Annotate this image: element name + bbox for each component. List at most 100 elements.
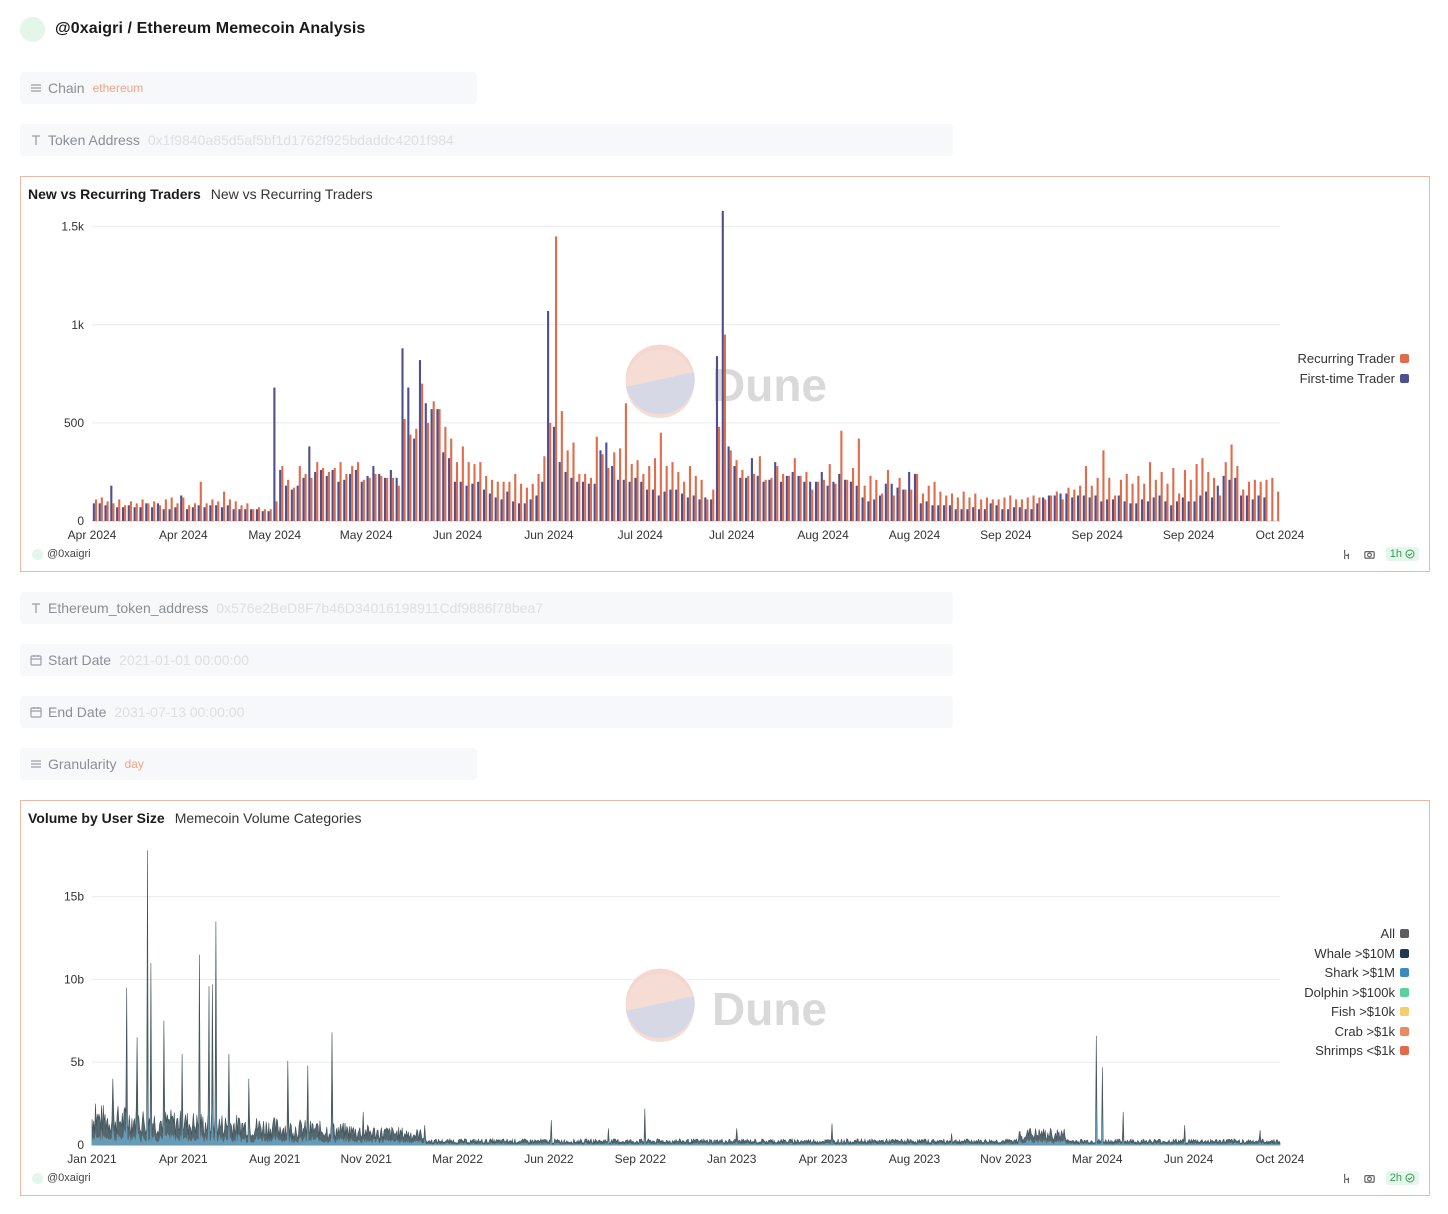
legend-item[interactable]: Dolphin >$100k	[1304, 984, 1409, 1000]
bar-first-time	[220, 507, 224, 521]
fork-icon[interactable]	[1340, 548, 1353, 561]
bar-recurring	[124, 505, 127, 521]
bar-recurring	[1003, 497, 1006, 521]
bar-first-time	[477, 481, 480, 521]
param-start-date-value[interactable]: 2021-01-01 00:00:00	[119, 652, 250, 668]
bar-first-time	[436, 409, 439, 521]
bar-first-time	[1263, 497, 1266, 521]
bar-recurring	[252, 509, 255, 521]
legend-item[interactable]: Shrimps <$1k	[1315, 1043, 1409, 1058]
param-end-date[interactable]: End Date 2031-07-13 00:00:00	[20, 696, 953, 728]
x-tick-label: Jan 2021	[67, 1152, 117, 1166]
bar-first-time	[558, 462, 561, 521]
legend-item[interactable]: First-time Trader	[1300, 371, 1409, 386]
bar-recurring	[1055, 491, 1058, 521]
panel-author[interactable]: @0xaigri	[32, 548, 91, 560]
bar-recurring	[980, 499, 983, 521]
bar-first-time	[972, 507, 975, 521]
bar-recurring	[310, 477, 313, 521]
fork-icon[interactable]	[1340, 1172, 1353, 1185]
bar-recurring	[1026, 497, 1029, 521]
bar-recurring	[485, 475, 488, 521]
param-token-address[interactable]: Token Address 0x1f9840a85d5af5bf1d1762f9…	[20, 124, 953, 156]
bar-first-time	[424, 403, 427, 521]
bar-recurring	[176, 503, 179, 521]
param-chain-value[interactable]: ethereum	[92, 81, 144, 95]
bar-first-time	[500, 499, 503, 521]
bar-recurring	[857, 438, 860, 521]
y-tick-label: 1k	[71, 318, 85, 332]
y-tick-label: 10b	[64, 972, 84, 986]
bar-first-time	[162, 509, 165, 521]
bar-first-time	[948, 505, 951, 521]
watermark-lower-half	[626, 372, 695, 415]
bar-first-time	[733, 466, 736, 521]
x-tick-label: Sep 2022	[615, 1152, 667, 1166]
bar-first-time	[791, 471, 794, 521]
param-eth-token-address-value[interactable]: 0x576e2BeD8F7b46D34016198911Cdf9886f78be…	[216, 600, 544, 616]
legend-item[interactable]: Fish >$10k	[1331, 1004, 1409, 1019]
legend-item[interactable]: All	[1381, 926, 1409, 941]
bar-first-time	[1059, 493, 1062, 521]
bar-recurring	[240, 505, 243, 521]
bar-first-time	[378, 473, 381, 521]
bar-first-time	[308, 446, 311, 521]
bar-first-time	[1076, 495, 1080, 521]
bar-recurring	[339, 462, 342, 521]
refresh-badge[interactable]: 1h	[1385, 547, 1419, 561]
param-chain[interactable]: Chain ethereum	[20, 72, 477, 104]
bar-first-time	[774, 462, 777, 521]
camera-icon[interactable]	[1363, 1172, 1376, 1185]
bar-recurring	[1119, 479, 1122, 521]
bar-recurring	[182, 497, 185, 521]
list-icon	[31, 84, 41, 92]
bar-recurring	[490, 479, 494, 521]
bar-recurring	[950, 493, 954, 521]
bar-recurring	[939, 491, 942, 521]
camera-icon[interactable]	[1363, 548, 1376, 561]
bar-first-time	[867, 501, 870, 521]
legend-item[interactable]: Shark >$1M	[1324, 965, 1409, 981]
bar-recurring	[846, 479, 849, 521]
param-eth-token-address[interactable]: Ethereum_token_address 0x576e2BeD8F7b46D…	[20, 592, 953, 624]
bar-recurring	[665, 466, 668, 521]
bar-first-time	[919, 503, 922, 521]
bar-recurring	[158, 505, 162, 521]
bar-recurring	[1079, 485, 1082, 521]
bar-first-time	[768, 479, 771, 521]
param-granularity[interactable]: Granularity day	[20, 748, 477, 780]
bar-first-time	[238, 509, 241, 521]
bar-first-time	[611, 466, 614, 521]
x-tick-label: Jul 2024	[618, 528, 664, 542]
legend-label: Whale >$10M	[1314, 945, 1395, 961]
x-tick-label: Jun 2024	[1164, 1152, 1214, 1166]
bar-first-time	[983, 509, 986, 521]
bar-recurring	[461, 446, 464, 521]
param-token-address-value[interactable]: 0x1f9840a85d5af5bf1d1762f925bdaddc4201f9…	[147, 132, 454, 148]
legend-label: Recurring Trader	[1297, 351, 1395, 367]
bar-first-time	[1245, 495, 1248, 521]
bar-first-time	[383, 477, 387, 521]
param-end-date-value[interactable]: 2031-07-13 00:00:00	[114, 704, 245, 720]
traders-bar-chart: 0 500 1k 1.5k Dune Apr 2024 Apr 2024 May 2024 Ma…	[61, 210, 1305, 542]
bar-first-time	[908, 471, 911, 521]
legend-label: Shark >$1M	[1324, 965, 1395, 981]
bar-recurring	[287, 479, 290, 521]
legend-item[interactable]: Whale >$10M	[1314, 945, 1409, 961]
bar-recurring	[444, 426, 447, 521]
panel-author[interactable]: @0xaigri	[32, 1172, 91, 1184]
bar-first-time	[878, 495, 882, 521]
bar-first-time	[418, 360, 422, 521]
legend-item[interactable]: Recurring Trader	[1297, 351, 1409, 367]
bar-recurring	[974, 493, 977, 521]
bar-first-time	[1065, 493, 1068, 521]
panel-title: New vs Recurring Traders New vs Recurrin…	[28, 186, 373, 202]
legend-label: Dolphin >$100k	[1304, 984, 1395, 1000]
avatar[interactable]	[20, 16, 45, 42]
param-granularity-value[interactable]: day	[124, 757, 144, 771]
legend-item[interactable]: Crab >$1k	[1335, 1024, 1409, 1039]
refresh-badge[interactable]: 2h	[1385, 1171, 1419, 1185]
bar-first-time	[250, 509, 253, 521]
bar-recurring	[1154, 479, 1157, 521]
param-start-date[interactable]: Start Date 2021-01-01 00:00:00	[20, 644, 953, 676]
